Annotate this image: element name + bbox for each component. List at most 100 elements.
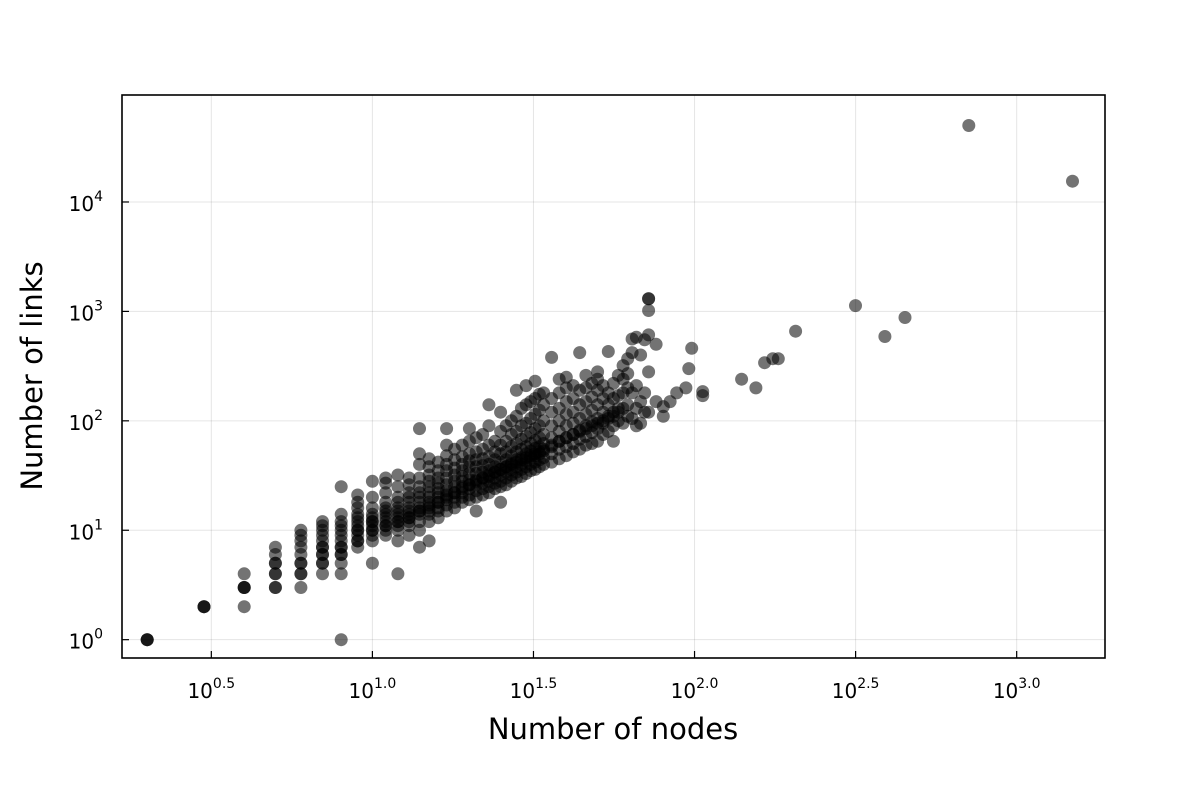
data-point (316, 540, 329, 554)
x-axis-ticks: 100.5 101.0 101.5 102.0 102.5 103.0 (187, 651, 1041, 703)
data-point (379, 471, 393, 485)
x-axis-title: Number of nodes (488, 712, 738, 746)
data-point (494, 405, 508, 419)
y-tick-label: 104 (69, 189, 103, 216)
data-point (656, 409, 670, 423)
data-point (413, 447, 426, 461)
y-axis-title: Number of links (15, 261, 49, 490)
data-point (351, 488, 365, 502)
data-point (642, 405, 656, 419)
data-point (316, 515, 329, 529)
data-point (402, 471, 416, 485)
data-point (402, 528, 416, 542)
data-point (849, 299, 862, 313)
data-point (679, 381, 693, 395)
y-tick-label: 100 (69, 627, 103, 654)
data-point (391, 567, 405, 581)
data-point (379, 519, 393, 533)
data-point (422, 534, 436, 548)
x-tick-label: 103.0 (993, 676, 1041, 703)
data-point (391, 490, 405, 504)
x-tick-label: 100.5 (187, 676, 235, 703)
data-point (509, 383, 523, 397)
x-tick-label: 101.0 (349, 676, 397, 703)
data-point (898, 311, 912, 324)
data-point (294, 556, 308, 570)
data-point (545, 350, 559, 364)
y-tick-label: 101 (69, 517, 103, 544)
data-point (642, 328, 656, 342)
data-point (140, 633, 154, 647)
data-point (606, 434, 620, 448)
y-tick-label: 102 (69, 408, 103, 435)
data-point (294, 567, 308, 581)
data-point (685, 341, 699, 355)
data-point (413, 540, 426, 554)
data-point (482, 419, 496, 433)
data-point (365, 474, 379, 488)
data-point (634, 416, 648, 430)
data-point (621, 367, 635, 381)
data-point (494, 495, 508, 509)
y-axis-ticks: 100 101 102 103 104 (69, 189, 129, 654)
data-point (749, 381, 763, 395)
data-point (402, 511, 416, 525)
data-point (237, 567, 251, 581)
data-point (334, 540, 348, 554)
data-point (334, 633, 348, 647)
data-point (365, 501, 379, 515)
data-point (634, 348, 648, 362)
data-point (316, 567, 329, 581)
data-point (591, 365, 605, 379)
data-point (878, 330, 892, 343)
data-point (268, 556, 282, 570)
data-point (696, 385, 710, 399)
data-points (140, 119, 1079, 647)
data-point (462, 422, 476, 436)
data-point (237, 600, 251, 614)
data-point (771, 352, 785, 366)
data-point (334, 567, 348, 581)
data-point (649, 337, 663, 351)
data-point (962, 119, 976, 132)
data-point (528, 374, 542, 388)
data-point (682, 362, 696, 376)
data-point (379, 486, 393, 500)
data-point (294, 581, 308, 594)
data-point (482, 398, 496, 412)
data-point (573, 346, 587, 360)
data-point (268, 581, 282, 594)
data-point (391, 515, 405, 529)
data-point (351, 523, 365, 537)
data-point (197, 600, 211, 614)
x-tick-label: 102.5 (832, 676, 880, 703)
data-point (365, 515, 379, 529)
data-point (642, 292, 656, 306)
data-point (391, 480, 405, 494)
y-tick-label: 103 (69, 298, 103, 325)
data-point (440, 422, 454, 436)
data-point (268, 540, 282, 554)
data-point (413, 422, 426, 436)
data-point (1066, 174, 1079, 188)
plot-frame (121, 94, 1106, 659)
data-point (351, 534, 365, 548)
data-point (294, 523, 308, 537)
data-point (391, 468, 405, 482)
data-point (469, 504, 483, 518)
x-tick-label: 101.5 (510, 676, 558, 703)
x-tick-label: 102.0 (671, 676, 719, 703)
data-point (365, 490, 379, 504)
data-point (268, 567, 282, 581)
data-point (789, 324, 803, 338)
data-point (735, 372, 749, 386)
data-point (334, 480, 348, 494)
data-point (365, 556, 379, 570)
data-point (642, 304, 656, 317)
data-point (642, 365, 656, 379)
data-point (237, 581, 251, 594)
data-point (601, 345, 615, 358)
data-point (334, 507, 348, 521)
data-point (638, 386, 652, 400)
